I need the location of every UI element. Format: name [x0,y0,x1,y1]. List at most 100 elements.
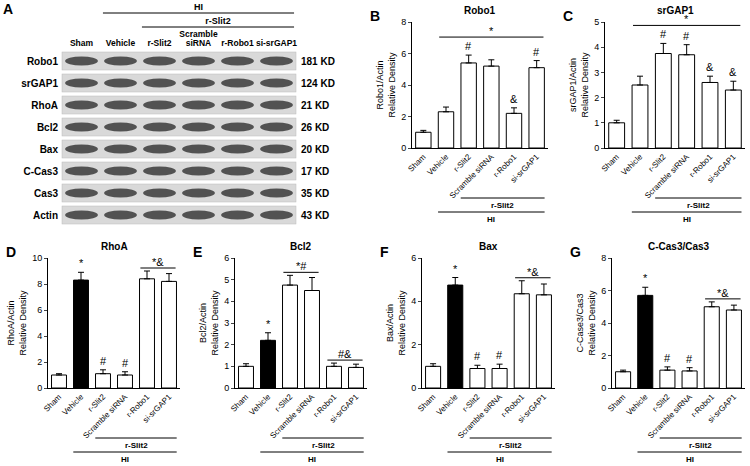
svg-text:Scramble siRNA: Scramble siRNA [81,392,129,440]
svg-text:Sham: Sham [70,38,94,48]
svg-text:*: * [489,25,494,37]
svg-text:si-srGAP1: si-srGAP1 [516,392,549,425]
svg-text:C: C [563,8,573,24]
svg-text:181 KD: 181 KD [301,56,335,67]
svg-text:Sham: Sham [600,152,621,173]
svg-text:Vehicle: Vehicle [106,38,136,48]
svg-text:r-Robo1: r-Robo1 [491,152,518,179]
svg-text:r-Slit2: r-Slit2 [312,441,335,450]
svg-text:Scramble siRNA: Scramble siRNA [268,392,316,440]
svg-text:26 KD: 26 KD [301,122,329,133]
svg-text:Robo1/ActinRelative Density: Robo1/ActinRelative Density [375,52,397,118]
svg-text:10: 10 [32,253,42,263]
svg-text:F: F [380,244,389,260]
svg-text:B: B [370,8,380,24]
svg-text:2: 2 [224,340,229,350]
svg-text:2: 2 [37,357,42,367]
svg-text:Bax: Bax [40,144,59,155]
svg-text:r-Robo1: r-Robo1 [499,392,526,419]
svg-text:Robo1: Robo1 [27,56,59,67]
svg-text:#: # [100,355,107,367]
svg-text:20 KD: 20 KD [301,144,329,155]
svg-text:Scramble siRNA: Scramble siRNA [448,152,496,200]
svg-text:r-Robo1: r-Robo1 [124,392,151,419]
svg-text:si-srGAP1: si-srGAP1 [706,392,739,425]
svg-text:HI: HI [121,455,129,464]
svg-text:Vehicle: Vehicle [426,152,451,177]
svg-text:&: & [706,61,714,73]
svg-text:RhoA: RhoA [101,241,128,252]
svg-text:43 KD: 43 KD [301,210,329,221]
svg-text:si-srGAP1: si-srGAP1 [141,392,174,425]
svg-text:Vehicle: Vehicle [620,152,645,177]
svg-text:C-Cas3/Cas3: C-Cas3/Cas3 [648,241,710,252]
svg-text:*&: *& [527,266,539,278]
svg-text:21 KD: 21 KD [301,100,329,111]
svg-text:*&: *& [717,287,729,299]
svg-text:17 KD: 17 KD [301,166,329,177]
svg-text:5: 5 [224,275,229,285]
svg-text:2: 2 [401,112,406,122]
svg-text:124 KD: 124 KD [301,78,335,89]
svg-text:Scramble: Scramble [179,29,218,39]
svg-text:r-Slit2: r-Slit2 [499,441,522,450]
svg-text:*&: *& [152,256,164,268]
svg-text:1: 1 [224,361,229,371]
svg-text:r-Slit2: r-Slit2 [687,201,710,210]
svg-text:8: 8 [601,253,606,263]
svg-text:RhoA/ActinRelative Density: RhoA/ActinRelative Density [6,290,28,356]
svg-text:#: # [660,28,667,40]
svg-text:r-Slit2: r-Slit2 [646,152,668,174]
svg-text:Sham: Sham [406,152,427,173]
svg-text:r-Slit2: r-Slit2 [461,392,483,414]
svg-text:r-Robo1: r-Robo1 [221,38,254,48]
svg-text:Vehicle: Vehicle [625,392,650,417]
svg-text:6: 6 [601,286,606,296]
svg-text:5: 5 [594,17,599,27]
svg-text:Sham: Sham [42,392,63,413]
svg-text:r-Slit2: r-Slit2 [491,201,514,210]
svg-text:8: 8 [37,279,42,289]
svg-text:r-Slit2: r-Slit2 [452,152,474,174]
svg-text:HI: HI [686,455,694,464]
svg-text:4: 4 [224,296,229,306]
svg-text:Scramble siRNA: Scramble siRNA [646,392,694,440]
svg-text:D: D [6,244,16,260]
svg-text:4: 4 [37,331,42,341]
svg-text:Cas3: Cas3 [34,188,58,199]
svg-text:C-Cas3: C-Cas3 [24,166,59,177]
svg-text:0: 0 [401,143,406,153]
svg-text:Robo1: Robo1 [464,5,496,16]
svg-text:siRNA: siRNA [186,38,212,48]
svg-text:Bax/ActinRelative Density: Bax/ActinRelative Density [385,290,407,356]
svg-text:#: # [474,350,481,362]
svg-text:r-Robo1: r-Robo1 [687,152,714,179]
svg-text:Vehicle: Vehicle [61,392,86,417]
svg-text:#: # [686,353,693,365]
svg-text:3: 3 [224,318,229,328]
svg-text:#: # [664,352,671,364]
svg-text:E: E [193,244,202,260]
svg-text:A: A [3,1,13,17]
svg-text:#: # [683,30,690,42]
svg-text:r-Slit2: r-Slit2 [205,16,231,26]
svg-text:Vehicle: Vehicle [435,392,460,417]
svg-text:*: * [684,13,689,25]
svg-text:&: & [510,93,518,105]
svg-text:si-srGAP1: si-srGAP1 [256,38,297,48]
svg-text:si-srGAP1: si-srGAP1 [705,152,738,185]
svg-text:4: 4 [411,296,416,306]
svg-text:0: 0 [411,383,416,393]
svg-text:HI: HI [194,2,203,12]
svg-text:Scramble siRNA: Scramble siRNA [456,392,504,440]
svg-text:r-Slit2: r-Slit2 [689,441,712,450]
svg-text:4: 4 [401,80,406,90]
svg-text:Sham: Sham [606,392,627,413]
svg-text:r-Robo1: r-Robo1 [689,392,716,419]
svg-text:6: 6 [411,253,416,263]
svg-text:3: 3 [594,68,599,78]
svg-text:HI: HI [308,455,316,464]
svg-text:r-Slit2: r-Slit2 [273,392,295,414]
svg-text:0: 0 [224,383,229,393]
svg-text:Bax: Bax [479,241,498,252]
